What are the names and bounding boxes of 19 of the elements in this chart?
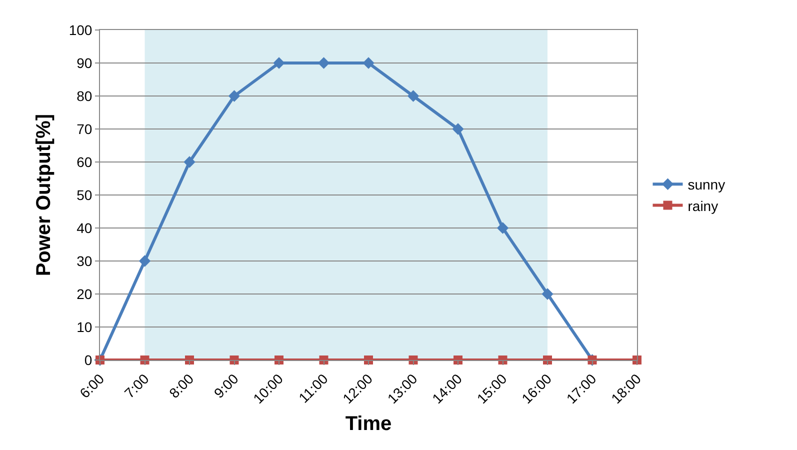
- legend-label: sunny: [688, 176, 726, 193]
- x-tick-label: 7:00: [121, 370, 152, 402]
- y-tick-label: 70: [76, 120, 92, 137]
- x-tick-label: 8:00: [166, 370, 197, 402]
- y-tick-label: 100: [68, 22, 92, 38]
- x-tick-label: 6:00: [76, 370, 108, 402]
- x-tick-label: 9:00: [210, 370, 242, 402]
- y-tick-label: 50: [76, 186, 92, 203]
- y-tick-label: 0: [84, 352, 92, 368]
- y-tick-label: 60: [76, 154, 92, 170]
- y-tick-label: 40: [76, 220, 92, 236]
- y-tick-label: 20: [76, 286, 92, 302]
- y-tick-label: 30: [76, 252, 92, 269]
- y-axis-title: Power Output[%]: [33, 114, 55, 276]
- x-axis-title: Time: [345, 413, 392, 435]
- legend-label: rainy: [688, 198, 718, 214]
- y-tick-label: 10: [76, 318, 92, 335]
- y-tick-label: 80: [76, 88, 92, 104]
- y-tick-label: 90: [76, 54, 92, 71]
